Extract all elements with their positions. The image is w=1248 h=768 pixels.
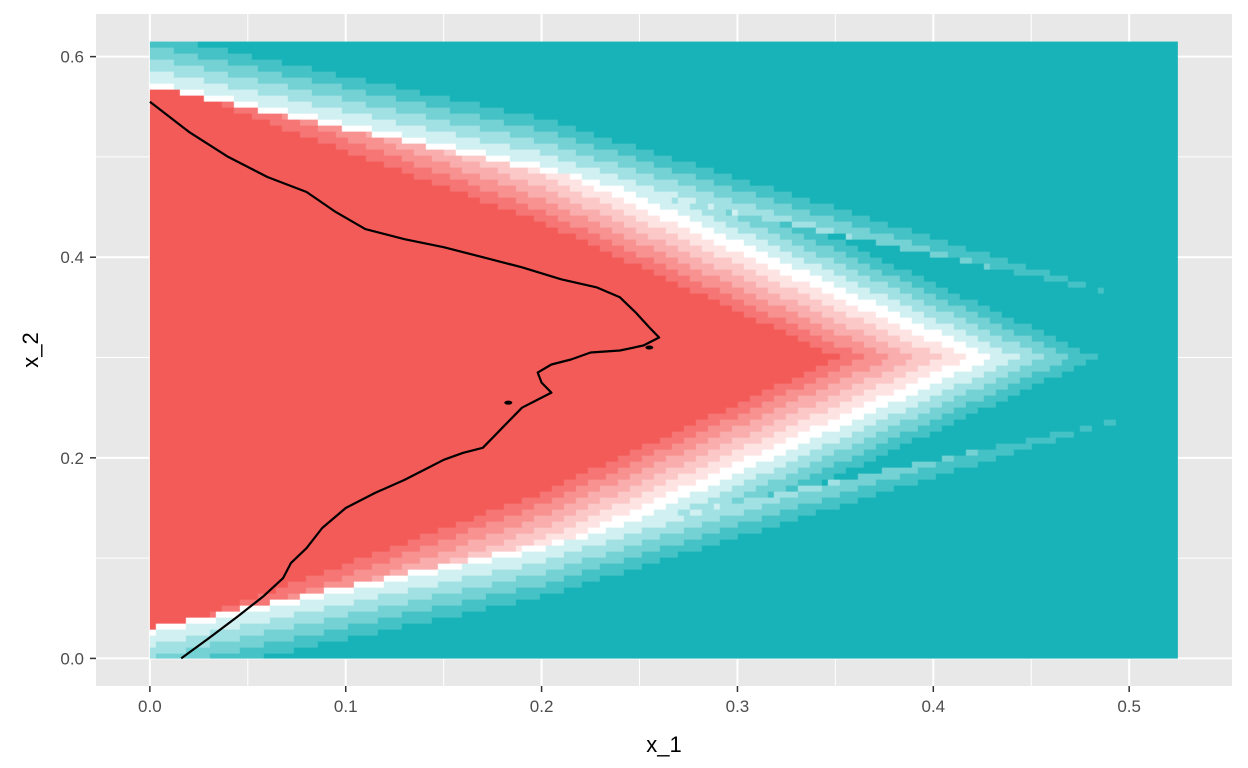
y-tick-label: 0.2 bbox=[60, 449, 84, 468]
y-axis: 0.0 0.2 0.4 0.6 bbox=[60, 48, 96, 668]
contour-island bbox=[645, 345, 654, 350]
x-tick-label: 0.3 bbox=[726, 697, 750, 716]
y-tick-label: 0.0 bbox=[60, 649, 84, 668]
x-axis-title: x_1 bbox=[646, 732, 681, 757]
y-tick-label: 0.6 bbox=[60, 48, 84, 67]
contour-line bbox=[149, 100, 661, 660]
x-tick-label: 0.2 bbox=[530, 697, 554, 716]
y-tick-label: 0.4 bbox=[60, 248, 84, 267]
x-tick-label: 0.4 bbox=[921, 697, 945, 716]
y-axis-title: x_2 bbox=[18, 332, 43, 367]
contour-island bbox=[504, 400, 513, 405]
x-tick-label: 0.1 bbox=[334, 697, 358, 716]
x-tick-label: 0.0 bbox=[138, 697, 162, 716]
x-tick-label: 0.5 bbox=[1117, 697, 1141, 716]
decision-contour bbox=[149, 100, 661, 660]
heatmap-raster bbox=[149, 41, 1178, 659]
heatmap-fill bbox=[149, 41, 1178, 659]
x-axis: 0.0 0.1 0.2 0.3 0.4 0.5 bbox=[138, 686, 1141, 716]
